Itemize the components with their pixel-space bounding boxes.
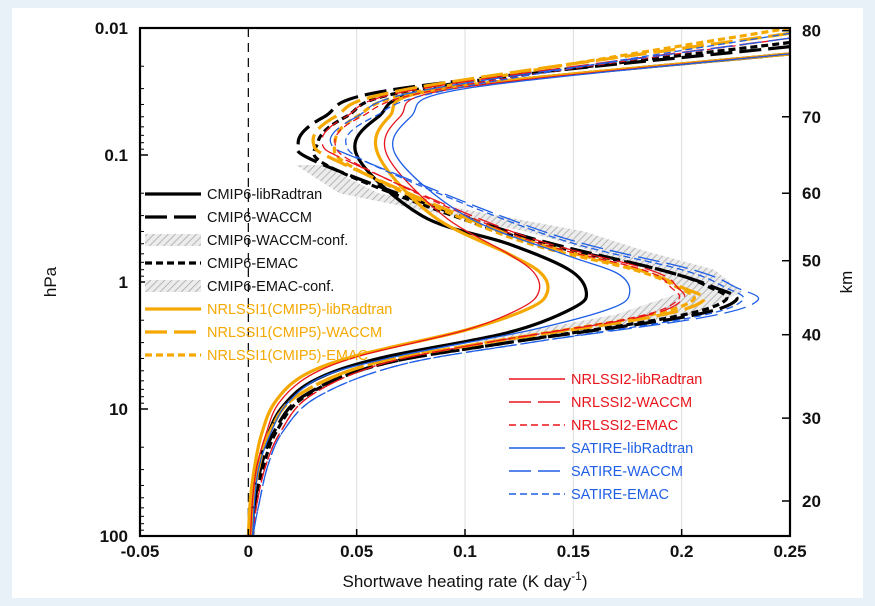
x-tick-label: 0.2: [670, 542, 694, 561]
confidence-band: [296, 165, 743, 343]
legend-label: NRLSSI1(CMIP5)-WACCM: [207, 325, 382, 341]
y-tick-label-left: 100: [100, 527, 128, 546]
series-line: [248, 28, 790, 536]
legend: CMIP6-libRadtran CMIP6-WACCM CMIP6-WACCM-c…: [145, 187, 702, 503]
y-tick-label-right: 30: [802, 409, 821, 428]
legend-label: CMIP6-libRadtran: [207, 187, 322, 203]
series-line: [252, 37, 790, 536]
y-tick-label-right: 40: [802, 326, 821, 345]
y-tick-label-right: 50: [802, 252, 821, 271]
y-tick-label-right: 80: [802, 22, 821, 41]
legend-label: NRLSSI2-EMAC: [571, 418, 678, 434]
x-tick-label: 0.1: [453, 542, 477, 561]
legend-label: NRLSSI1(CMIP5)-EMAC: [207, 348, 368, 364]
y-axis-label-left: hPa: [41, 266, 60, 297]
x-tick-label: -0.05: [121, 542, 160, 561]
y-tick-label-right: 20: [802, 492, 821, 511]
legend-label: SATIRE-WACCM: [571, 464, 683, 480]
y-tick-label-left: 10: [109, 400, 128, 419]
legend-label: NRLSSI1(CMIP5)-libRadtran: [207, 302, 392, 318]
series-line: [248, 31, 790, 536]
series-line: [246, 52, 790, 536]
x-tick-label: 0.05: [340, 542, 373, 561]
legend-swatch: [145, 234, 201, 246]
series-line: [252, 32, 790, 536]
legend-label: SATIRE-EMAC: [571, 487, 669, 503]
series-lines: [246, 28, 790, 536]
y-tick-label-left: 0.1: [104, 146, 128, 165]
y-tick-label-left: 1: [119, 273, 128, 292]
series-line: [248, 45, 790, 536]
y-tick-label-right: 60: [802, 184, 821, 203]
legend-label: CMIP6-WACCM: [207, 210, 312, 226]
confidence-bands: [296, 165, 743, 343]
legend-label: CMIP6-EMAC: [207, 256, 298, 272]
x-axis-label: Shortwave heating rate (K day-1): [342, 569, 587, 591]
legend-label: NRLSSI2-WACCM: [571, 395, 692, 411]
x-tick-label: 0.25: [773, 542, 806, 561]
legend-swatch: [145, 280, 201, 292]
y-tick-label-left: 0.01: [95, 19, 128, 38]
legend-label: SATIRE-libRadtran: [571, 441, 693, 457]
legend-label: CMIP6-WACCM-conf.: [207, 233, 348, 249]
figure: -0.05 0 0.05 0.1 0.15 0.2 0.25 0.01 0.1 1 10 100 20 3…: [12, 8, 863, 598]
legend-label: NRLSSI2-libRadtran: [571, 372, 702, 388]
series-line: [249, 53, 790, 536]
series-line: [251, 40, 790, 536]
axis-ticks: -0.05 0 0.05 0.1 0.15 0.2 0.25 0.01 0.1 1 10 100 20 3…: [95, 19, 821, 561]
heating-rate-chart: -0.05 0 0.05 0.1 0.15 0.2 0.25 0.01 0.1 1 10 100 20 3…: [41, 19, 856, 591]
series-line: [252, 53, 790, 536]
y-axis-label-right: km: [837, 271, 856, 294]
legend-label: CMIP6-EMAC-conf.: [207, 279, 334, 295]
x-tick-label: 0: [244, 542, 253, 561]
x-tick-label: 0.15: [557, 542, 590, 561]
y-tick-label-right: 70: [802, 108, 821, 127]
